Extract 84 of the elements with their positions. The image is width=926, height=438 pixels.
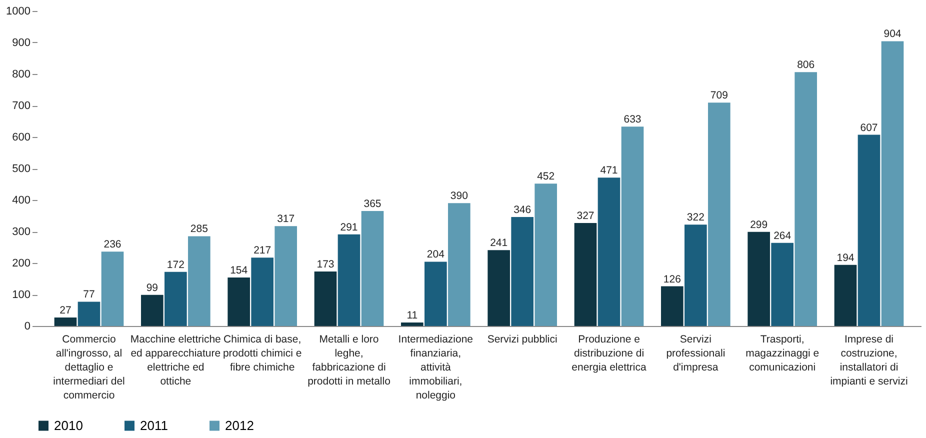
data-label: 390 [450, 190, 468, 202]
data-label: 217 [254, 244, 272, 257]
bar [794, 72, 817, 326]
bar [188, 236, 210, 326]
bar [661, 286, 684, 326]
y-tick-label: 400 [12, 194, 30, 206]
bar [771, 242, 794, 326]
y-tick-label: 800 [12, 68, 30, 80]
y-tick-label: 500 [12, 163, 30, 175]
y-tick-label: 0 [24, 320, 30, 332]
y-tick-label: 600 [12, 132, 30, 144]
data-label: 154 [230, 264, 248, 276]
data-label: 172 [166, 258, 185, 271]
data-label: 99 [146, 282, 158, 294]
x-tick-label: Macchine elettriche ed apparecchiature elettriche ed ottiche [130, 334, 222, 388]
y-tick-label: 700 [12, 100, 30, 112]
data-label: 11 [406, 310, 418, 322]
x-tick-label: Trasporti, magazzinaggi e comunicazioni [746, 334, 820, 374]
data-label: 77 [83, 288, 95, 301]
data-label: 607 [860, 122, 878, 134]
bar [748, 232, 770, 326]
data-label: 327 [576, 210, 594, 222]
x-tick-label: Metalli e loro leghe, fabbricazione di prodotti in metallo [308, 334, 391, 388]
x-tick-label: Servizi professionali d'impresa [666, 334, 726, 374]
bar [314, 272, 337, 326]
data-label: 27 [60, 304, 72, 316]
bar [78, 302, 100, 326]
data-label: 322 [686, 212, 705, 224]
bar [534, 184, 557, 326]
bar [361, 211, 384, 326]
x-tick-label: Commercio all'ingrosso, al dettaglio e intermediari del commercio [53, 334, 125, 402]
bar [621, 126, 644, 326]
bar [101, 252, 124, 326]
y-tick-label: 300 [12, 226, 30, 238]
bar [511, 217, 534, 326]
bar [684, 224, 707, 326]
x-tick-label: Imprese di costruzione, installatori di impianti e servizi [830, 334, 908, 388]
y-tick-label: 100 [12, 289, 30, 301]
x-tick-label: Intermediazione finanziaria, attività immobiliari, noleggio [398, 334, 474, 402]
x-tick-label: Chimica di base, prodotti chimici e fibre chimiche [222, 334, 302, 374]
data-label: 452 [537, 170, 555, 183]
bar [448, 203, 470, 326]
bar [164, 272, 187, 326]
data-label: 173 [316, 258, 334, 271]
data-label: 346 [514, 204, 532, 216]
bar [228, 277, 250, 326]
data-label: 126 [663, 273, 682, 286]
data-label: 299 [750, 218, 768, 231]
data-label: 236 [104, 238, 122, 251]
y-tick-label: 200 [12, 258, 30, 270]
legend-label: 2012 [225, 418, 254, 433]
bar [401, 322, 424, 326]
data-label: 194 [836, 252, 854, 264]
legend-label: 2011 [140, 418, 168, 433]
data-label: 241 [490, 237, 508, 250]
bar [708, 102, 730, 326]
data-label: 317 [277, 213, 295, 226]
y-tick-label: 1000 [6, 6, 30, 18]
x-tick-label: Servizi pubblici [487, 334, 558, 346]
data-label: 285 [190, 223, 208, 236]
data-label: 264 [774, 230, 792, 242]
bar [574, 222, 597, 326]
bar [488, 250, 510, 326]
bar [598, 178, 620, 326]
bar [54, 317, 77, 326]
data-label: 365 [364, 198, 382, 210]
bar [881, 41, 904, 326]
data-label: 806 [797, 59, 815, 72]
legend-label: 2010 [54, 418, 83, 433]
bar [251, 258, 274, 326]
bar [338, 234, 360, 326]
data-label: 709 [710, 90, 728, 102]
bar [141, 294, 164, 326]
y-tick-label: 900 [12, 37, 30, 49]
bar [834, 264, 857, 326]
data-label: 904 [884, 28, 902, 40]
data-label: 633 [624, 114, 642, 126]
x-tick-label: Produzione e distribuzione di energia elettrica [572, 334, 647, 374]
bar [274, 226, 297, 326]
data-label: 291 [340, 221, 358, 234]
data-label: 471 [600, 164, 618, 177]
bar [424, 262, 447, 326]
bar [858, 134, 880, 326]
data-label: 204 [426, 248, 445, 261]
